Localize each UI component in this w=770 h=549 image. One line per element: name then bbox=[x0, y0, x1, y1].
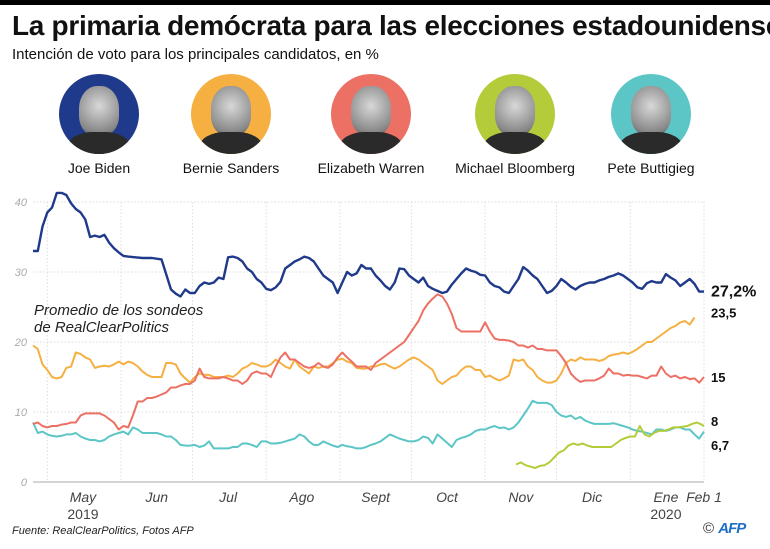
candidate-name: Michael Bloomberg bbox=[455, 160, 575, 176]
y-tick-label: 20 bbox=[14, 337, 28, 349]
end-label-pete-buttigieg: 6,7 bbox=[711, 438, 729, 453]
candidate-name: Bernie Sanders bbox=[182, 160, 280, 176]
x-tick-label: Jun bbox=[144, 489, 168, 505]
x-tick-year: 2020 bbox=[650, 506, 681, 522]
candidate-buttigieg: Pete Buttigieg bbox=[581, 74, 721, 176]
series-line-bernie-sanders bbox=[32, 316, 696, 385]
avatar-photo bbox=[191, 74, 271, 154]
series-line-michael-bloomberg bbox=[515, 421, 705, 469]
gridlines bbox=[33, 201, 705, 482]
series-line-pete-buttigieg bbox=[32, 399, 705, 450]
x-tick-year: 2019 bbox=[67, 506, 98, 522]
candidate-sanders: Bernie Sanders bbox=[161, 74, 301, 176]
series-line-joe-biden bbox=[33, 191, 704, 298]
avatar-photo bbox=[475, 74, 555, 154]
end-label-bernie-sanders: 23,5 bbox=[711, 306, 736, 321]
source-note: Fuente: RealClearPolitics, Fotos AFP bbox=[12, 525, 194, 537]
x-tick-label: Jul bbox=[218, 489, 238, 505]
page-title: La primaria demócrata para las eleccione… bbox=[12, 10, 770, 41]
end-label-michael-bloomberg: 8 bbox=[711, 414, 718, 429]
series-lines bbox=[32, 191, 705, 469]
top-bar bbox=[0, 0, 770, 5]
annotation-line-2: de RealClearPolitics bbox=[34, 319, 170, 336]
afp-wordmark: AFP bbox=[718, 520, 746, 537]
end-label-joe-biden: 27,2% bbox=[711, 284, 756, 301]
y-tick-label: 0 bbox=[21, 477, 28, 489]
y-tick-label: 10 bbox=[15, 407, 28, 419]
candidate-name: Pete Buttigieg bbox=[607, 160, 695, 176]
y-tick-label: 30 bbox=[15, 267, 28, 279]
afp-logo: © AFP bbox=[703, 520, 746, 537]
end-label-elizabeth-warren: 15 bbox=[711, 370, 725, 385]
y-axis: 0 10 20 30 40 bbox=[14, 197, 28, 489]
x-tick-label: Nov bbox=[508, 489, 534, 505]
x-tick-label: Ago bbox=[288, 489, 314, 505]
x-tick-label: Ene bbox=[653, 489, 678, 505]
series-line-elizabeth-warren bbox=[32, 293, 705, 431]
candidate-name: Elizabeth Warren bbox=[317, 160, 425, 176]
x-tick-label: May bbox=[70, 489, 97, 505]
x-tick-label: Oct bbox=[436, 489, 459, 505]
copyright-icon: © bbox=[703, 520, 715, 537]
y-tick-label: 40 bbox=[15, 197, 28, 209]
avatar-photo bbox=[611, 74, 691, 154]
end-labels: 27,2% 23,5 15 8 6,7 bbox=[711, 284, 756, 454]
candidate-biden: Joe Biden bbox=[29, 74, 169, 176]
page-subtitle: Intención de voto para los principales c… bbox=[12, 46, 379, 63]
x-tick-label: Dic bbox=[582, 489, 602, 505]
avatar-photo bbox=[59, 74, 139, 154]
annotation-line-1: Promedio de los sondeos bbox=[34, 302, 204, 319]
candidate-name: Joe Biden bbox=[67, 160, 131, 176]
candidate-warren: Elizabeth Warren bbox=[301, 74, 441, 176]
avatar-photo bbox=[331, 74, 411, 154]
candidate-bloomberg: Michael Bloomberg bbox=[445, 74, 585, 176]
x-tick-label: Feb 1 bbox=[686, 489, 722, 505]
x-tick-label: Sept bbox=[361, 489, 391, 505]
